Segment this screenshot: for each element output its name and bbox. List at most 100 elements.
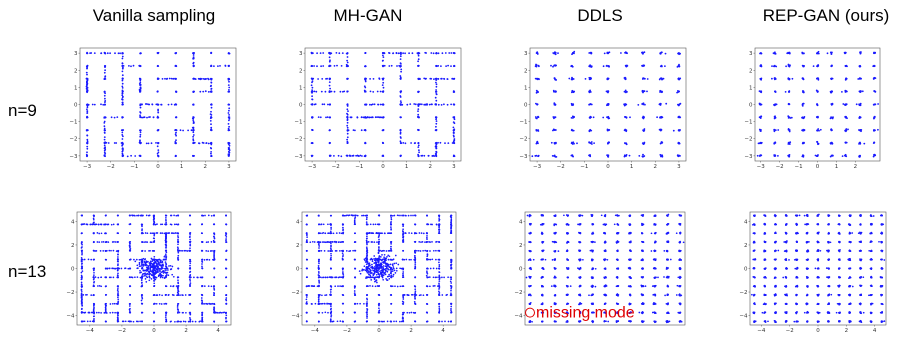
scatter-point bbox=[176, 312, 179, 314]
scatter-point bbox=[228, 149, 231, 152]
scatter-point bbox=[164, 261, 167, 263]
scatter-point bbox=[373, 103, 376, 106]
scatter-point bbox=[204, 90, 207, 93]
x-tick-label: 0 bbox=[606, 164, 610, 170]
scatter-point bbox=[228, 114, 231, 116]
scatter-point bbox=[140, 276, 143, 278]
scatter-point bbox=[199, 90, 202, 93]
scatter-point bbox=[435, 120, 438, 122]
scatter-point bbox=[873, 103, 876, 106]
scatter-point bbox=[91, 320, 94, 323]
scatter-point bbox=[642, 153, 644, 156]
scatter-point bbox=[434, 116, 437, 119]
scatter-point bbox=[104, 141, 106, 143]
scatter-point bbox=[103, 71, 106, 74]
scatter-point bbox=[228, 143, 230, 146]
scatter-point bbox=[97, 285, 99, 287]
scatter-point bbox=[153, 278, 156, 280]
scatter-point bbox=[142, 232, 144, 235]
scatter-point bbox=[371, 116, 374, 118]
scatter-point bbox=[139, 131, 142, 134]
scatter-point bbox=[606, 52, 609, 54]
scatter-point bbox=[104, 232, 106, 235]
scatter-point bbox=[390, 285, 393, 288]
scatter-point bbox=[86, 52, 88, 55]
scatter-point bbox=[788, 116, 790, 118]
scatter-point bbox=[830, 129, 833, 132]
scatter-point bbox=[159, 261, 161, 264]
scatter-point bbox=[175, 134, 177, 137]
scatter-point bbox=[174, 232, 177, 234]
scatter-point bbox=[224, 65, 227, 67]
y-tick-label: −3 bbox=[294, 154, 303, 160]
scatter-point bbox=[104, 69, 106, 72]
scatter-point bbox=[660, 155, 662, 158]
scatter-point bbox=[536, 141, 538, 144]
scatter-point bbox=[228, 80, 230, 83]
scatter-point bbox=[859, 141, 861, 144]
scatter-point bbox=[92, 278, 95, 281]
scatter-point bbox=[192, 135, 194, 138]
scatter-point bbox=[873, 65, 876, 68]
scatter-point bbox=[347, 110, 349, 112]
scatter-point bbox=[94, 223, 97, 226]
scatter-point bbox=[141, 296, 143, 299]
scatter-point bbox=[310, 64, 313, 67]
scatter-point bbox=[844, 52, 846, 55]
scatter-point bbox=[369, 103, 371, 106]
scatter-point bbox=[845, 103, 847, 106]
scatter-point bbox=[791, 77, 794, 80]
scatter-point bbox=[535, 64, 538, 66]
scatter-point bbox=[774, 77, 776, 79]
scatter-point bbox=[213, 237, 216, 240]
scatter-point bbox=[207, 214, 210, 217]
scatter-point bbox=[177, 250, 179, 252]
scatter-point bbox=[328, 90, 331, 93]
scatter-point bbox=[210, 151, 213, 153]
scatter-point bbox=[137, 267, 139, 269]
scatter-point bbox=[192, 134, 195, 136]
scatter-point bbox=[134, 276, 136, 279]
scatter-point bbox=[177, 279, 179, 282]
scatter-point bbox=[175, 214, 178, 217]
scatter-point bbox=[417, 144, 420, 147]
scatter-point bbox=[328, 129, 331, 132]
scatter-point bbox=[81, 265, 84, 268]
scatter-point bbox=[435, 89, 437, 91]
scatter-point bbox=[205, 241, 208, 244]
scatter-point bbox=[161, 266, 163, 269]
scatter-point bbox=[376, 116, 379, 118]
scatter-point bbox=[93, 271, 95, 274]
scatter-point bbox=[216, 311, 219, 314]
scatter-point bbox=[320, 65, 322, 68]
scatter-point bbox=[189, 280, 192, 282]
scatter-point bbox=[435, 99, 438, 102]
scatter-point bbox=[164, 246, 167, 249]
scatter-point bbox=[86, 106, 89, 109]
scatter-point bbox=[158, 302, 161, 305]
scatter-point bbox=[759, 142, 761, 145]
scatter-point bbox=[659, 52, 662, 55]
scatter-point bbox=[382, 86, 385, 89]
scatter-point bbox=[345, 65, 348, 68]
scatter-point bbox=[161, 294, 163, 297]
scatter-point bbox=[192, 139, 195, 142]
scatter-point bbox=[306, 250, 308, 252]
scatter-point bbox=[643, 116, 645, 119]
scatter-point bbox=[165, 214, 168, 217]
scatter-point bbox=[418, 90, 420, 93]
scatter-point bbox=[129, 232, 131, 234]
scatter-point bbox=[189, 223, 192, 226]
scatter-point bbox=[330, 52, 333, 55]
scatter-point bbox=[311, 128, 313, 131]
scatter-point bbox=[225, 236, 228, 238]
scatter-point bbox=[201, 314, 204, 316]
scatter-point bbox=[643, 51, 646, 54]
scatter-point bbox=[643, 155, 646, 157]
x-tick-label: 4 bbox=[216, 328, 220, 334]
scatter-point bbox=[165, 302, 168, 305]
scatter-point bbox=[156, 260, 159, 262]
scatter-point bbox=[129, 214, 131, 217]
